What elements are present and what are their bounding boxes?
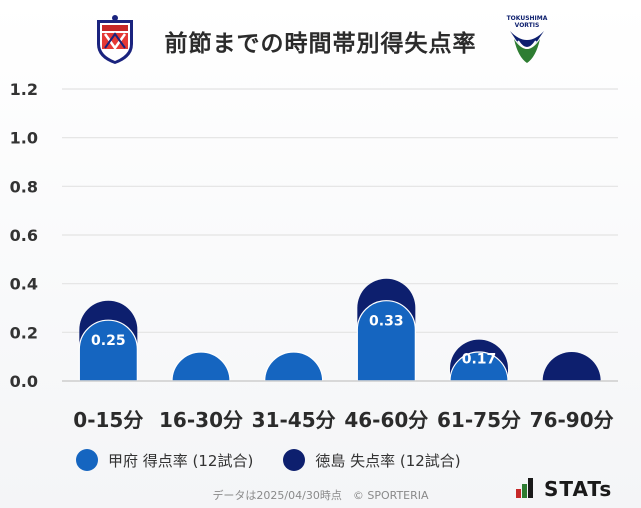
data-label: 0.33	[369, 314, 404, 330]
legend-swatch-tokushima	[283, 449, 306, 471]
bar-kofu	[449, 351, 509, 382]
crest-text-line-1: TOKUSHIMA	[506, 15, 548, 22]
bar-kofu	[356, 300, 416, 382]
y-tick-label: 0.2	[10, 323, 38, 342]
legend-item-tokushima[interactable]: 徳島 失点率 (12試合)	[283, 449, 461, 471]
crest-text-line-2: VORTIS	[514, 22, 540, 29]
y-tick-label: 0.0	[10, 372, 38, 391]
y-tick-label: 1.2	[10, 80, 38, 99]
tokushima-vortis-crest-icon: TOKUSHIMA VORTIS	[504, 15, 550, 65]
bar-chart: 0.0 0.2 0.4 0.6 0.8 1.0 1.2 0.25 0-15分 16-30分 31-4…	[10, 80, 618, 432]
y-tick-label: 0.4	[10, 275, 38, 294]
stats-brand: STATs	[516, 476, 612, 502]
chart-title: 前節までの時間帯別得失点率	[164, 31, 477, 57]
legend-item-kofu[interactable]: 甲府 得点率 (12試合)	[76, 449, 253, 471]
legend-swatch-kofu	[76, 449, 98, 471]
data-label: 0.17	[462, 352, 497, 368]
bar-tokushima	[542, 352, 601, 381]
legend: 甲府 得点率 (12試合) 徳島 失点率 (12試合)	[76, 449, 491, 471]
stats-brand-text: STATs	[544, 477, 613, 501]
y-tick-label: 1.0	[10, 129, 38, 148]
data-label: 0.25	[91, 333, 126, 349]
crest-swirl-icon	[510, 31, 544, 63]
x-tick-label: 0-15分	[73, 408, 143, 432]
footer-note: データは2025/04/30時点 © SPORTERIA	[212, 489, 429, 502]
x-tick-label: 76-90分	[530, 408, 614, 432]
x-tick-label: 31-45分	[252, 408, 336, 432]
bar-kofu	[78, 319, 138, 382]
kofu-crest-icon	[97, 15, 133, 64]
x-tick-label: 61-75分	[437, 408, 521, 432]
stats-logo-icon	[516, 478, 538, 500]
legend-label-tokushima: 徳島 失点率 (12試合)	[315, 451, 461, 470]
bar-kofu	[264, 351, 324, 382]
legend-label-kofu: 甲府 得点率 (12試合)	[108, 451, 254, 470]
y-tick-label: 0.8	[10, 177, 38, 196]
y-tick-label: 0.6	[10, 226, 38, 245]
x-tick-label: 46-60分	[344, 408, 428, 432]
x-tick-label: 16-30分	[159, 408, 243, 432]
bar-kofu	[171, 351, 231, 382]
